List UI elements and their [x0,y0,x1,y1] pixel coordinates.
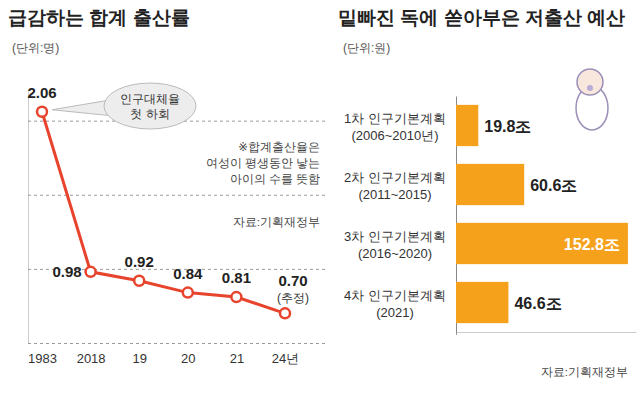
text-line: 첫 하회 [130,107,169,121]
y-tick: 2차 인구기본계획 (2011~2015) [344,170,446,202]
text-line: 3차 인구기본계획 [344,229,446,244]
y-tick: 1차 인구기본계획 (2006~2010년) [344,111,446,143]
text-line: 여성이 평생동안 낳는 [206,157,320,169]
x-tick: 21 [230,351,244,366]
y-axis-line [28,92,29,344]
x-tick-label: 19 [132,351,146,366]
y-tick-label: 2차 인구기본계획 (2011~2015) [344,170,446,202]
chart-title: 급감하는 합계 출산률 [8,7,190,28]
data-point [134,276,144,286]
data-label: 60.6조 [530,177,577,194]
x-axis [457,332,637,335]
bar [456,223,628,264]
callout: 인구대체율첫 하회 [52,83,196,129]
y-axis [28,92,325,344]
data-point [280,308,290,318]
text-line: ※합계출산율은 [238,141,320,153]
annotation: (추정) [277,291,309,305]
source: 자료:기획재정부 [541,366,628,378]
text-line: 아이의 수를 뜻함 [230,173,320,185]
unit-label: (단위:원) [343,41,390,55]
data-point [86,267,96,277]
data-point [231,292,241,302]
note: ※합계출산율은여성이 평생동안 낳는아이의 수를 뜻함 [206,141,320,185]
source: 자료:기획재정부 [233,216,320,228]
data-label: 0.70 [278,272,307,289]
line-chart: 급감하는 합계 출산률 (단위:명) 1983 2018 19 20 21 24년 인구대체율첫… [8,7,325,366]
bar [456,282,508,323]
data-label: 19.8조 [484,118,531,135]
text-line: 인구대체율 [120,92,180,106]
text-line: (2016~2020) [358,246,432,261]
data-label: 0.81 [222,269,251,286]
data-label: 46.6조 [514,295,561,312]
bar [456,164,524,205]
bar [456,105,478,146]
y-tick: 4차 인구기본계획 (2021) [344,288,446,320]
bar-chart: 밑빠진 독에 쏟아부은 저출산 예산 (단위:원) 1차 인구기본계획 (2006~2… [338,7,637,378]
x-tick-label: 20 [181,351,195,366]
y-tick: 3차 인구기본계획 (2016~2020) [344,229,446,261]
text-line: (2011~2015) [358,187,431,202]
x-tick-label: 24년 [272,351,299,366]
chart-title: 밑빠진 독에 쏟아부은 저출산 예산 [338,7,625,28]
icon-pacifier [587,85,593,91]
grid-line [28,343,325,344]
unit-label: (단위:명) [12,41,59,55]
text-line: 2차 인구기본계획 [344,170,446,185]
x-tick-label: 2018 [77,351,106,366]
y-tick-label: 1차 인구기본계획 (2006~2010년) [344,111,446,143]
x-tick: 24년 [272,351,299,366]
x-tick-label: 1983 [28,351,57,366]
text-line: (2006~2010년) [351,128,438,143]
y-tick-label: 3차 인구기본계획 (2016~2020) [344,229,446,261]
y-axis: 1차 인구기본계획 (2006~2010년) 2차 인구기본계획 (2011~2015… [344,97,456,333]
x-tick: 1983 [28,351,57,366]
x-axis: 1983 2018 19 20 21 24년 [28,351,299,366]
data-label: 152.8조 [564,236,620,253]
y-tick [28,195,325,196]
baby-icon [576,69,608,130]
icon-head [577,69,603,95]
x-tick: 20 [181,351,195,366]
data-label: 0.84 [173,265,203,282]
data-label: 0.98 [52,263,81,280]
plot-area [37,107,290,319]
y-tick-label: 4차 인구기본계획 (2021) [344,288,446,320]
x-tick: 2018 [77,351,106,366]
x-axis-line [457,332,637,333]
data-point [183,288,193,298]
callout-bubble [104,83,196,129]
x-tick: 19 [132,351,146,366]
text-line: 4차 인구기본계획 [344,288,446,303]
grid-line [28,195,325,196]
x-tick-label: 21 [230,351,244,366]
text-line: (2021) [376,305,414,320]
y-tick [28,343,325,344]
data-point [37,107,47,117]
plot-area [456,105,628,323]
chart-root: 급감하는 합계 출산률 (단위:명) 1983 2018 19 20 21 24년 인구대체율첫… [0,0,640,393]
data-label: 0.92 [125,253,154,270]
data-label: 2.06 [27,84,56,101]
text-line: 1차 인구기본계획 [344,111,446,126]
callout-text: 인구대체율첫 하회 [120,92,180,121]
